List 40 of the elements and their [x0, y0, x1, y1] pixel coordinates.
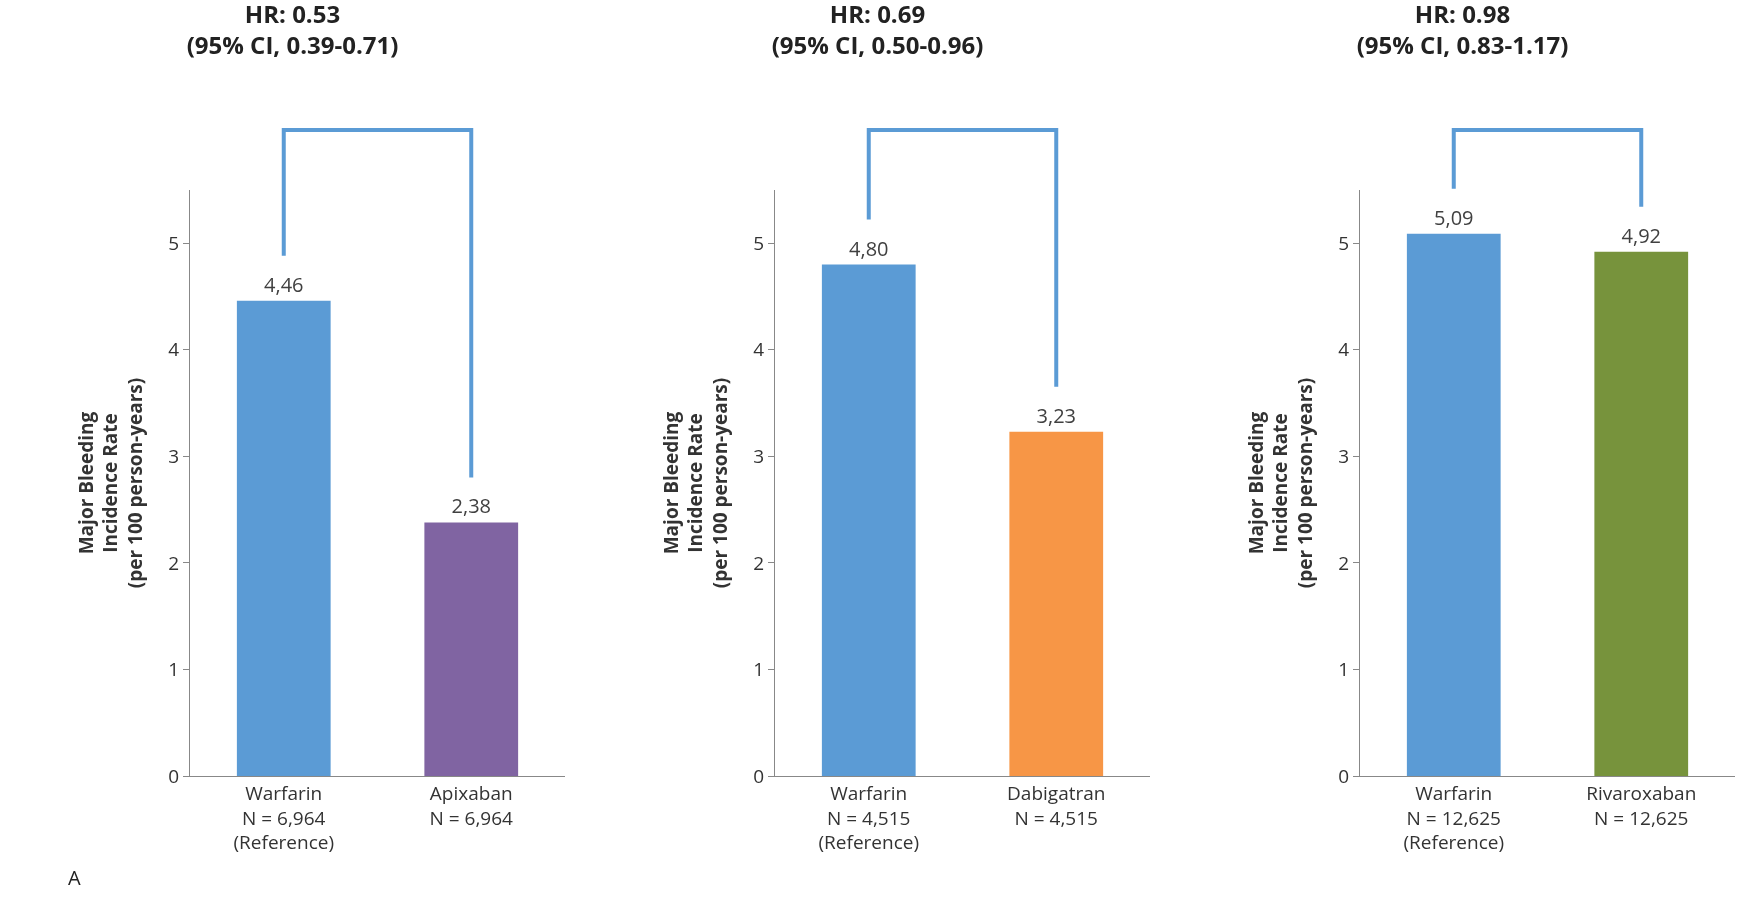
text: A	[68, 864, 81, 891]
chart-title: HR: 0.69	[829, 0, 926, 30]
y-tick-label: 5	[1338, 229, 1350, 256]
data-label: 4,46	[264, 270, 304, 298]
x-tick-label: Rivaroxaban N = 12,625	[1586, 779, 1697, 831]
data-label: 2,38	[451, 492, 491, 520]
y-tick-label: 1	[753, 656, 765, 683]
y-tick-label: 2	[753, 549, 765, 576]
x-tick-label: Warfarin N = 6,964 (Reference)	[233, 779, 335, 856]
y-tick-label: 3	[168, 443, 180, 470]
y-tick-label: 2	[1338, 549, 1350, 576]
y-axis-title: Major Bleeding Incidence Rate (per 100 person-years)	[72, 377, 149, 589]
data-label: 3,23	[1036, 401, 1076, 429]
y-tick-label: 1	[1338, 656, 1350, 683]
y-tick-label: 4	[168, 336, 180, 363]
y-axis-title: Major Bleeding Incidence Rate (per 100 person-years)	[657, 377, 734, 589]
y-tick-label: 5	[753, 229, 765, 256]
chart-subtitle: (95% CI, 0.50-0.96)	[771, 28, 984, 62]
y-tick-label: 0	[1338, 762, 1350, 789]
x-tick-label: Dabigatran N = 4,515	[1007, 779, 1106, 831]
y-tick-label: 1	[168, 656, 180, 683]
y-tick-label: 3	[753, 443, 765, 470]
y-tick-label: 4	[753, 336, 765, 363]
y-tick-label: 0	[753, 762, 765, 789]
y-tick-label: 5	[168, 229, 180, 256]
chart-title: HR: 0.53	[244, 0, 341, 30]
y-tick-label: 4	[1338, 336, 1350, 363]
chart-title: HR: 0.98	[1414, 0, 1511, 30]
y-tick-label: 2	[168, 549, 180, 576]
chart-subtitle: (95% CI, 0.39-0.71)	[186, 28, 399, 62]
x-tick-label: Warfarin N = 12,625 (Reference)	[1403, 779, 1505, 856]
data-label: 4,92	[1621, 221, 1661, 249]
y-tick-label: 0	[168, 762, 180, 789]
data-label: 4,80	[849, 234, 889, 262]
x-tick-label: Warfarin N = 4,515 (Reference)	[818, 779, 920, 856]
y-axis-title: Major Bleeding Incidence Rate (per 100 person-years)	[1242, 377, 1319, 589]
chart-subtitle: (95% CI, 0.83-1.17)	[1356, 28, 1569, 62]
y-tick-label: 3	[1338, 443, 1350, 470]
data-label: 5,09	[1434, 203, 1474, 231]
x-tick-label: Apixaban N = 6,964	[429, 779, 514, 831]
